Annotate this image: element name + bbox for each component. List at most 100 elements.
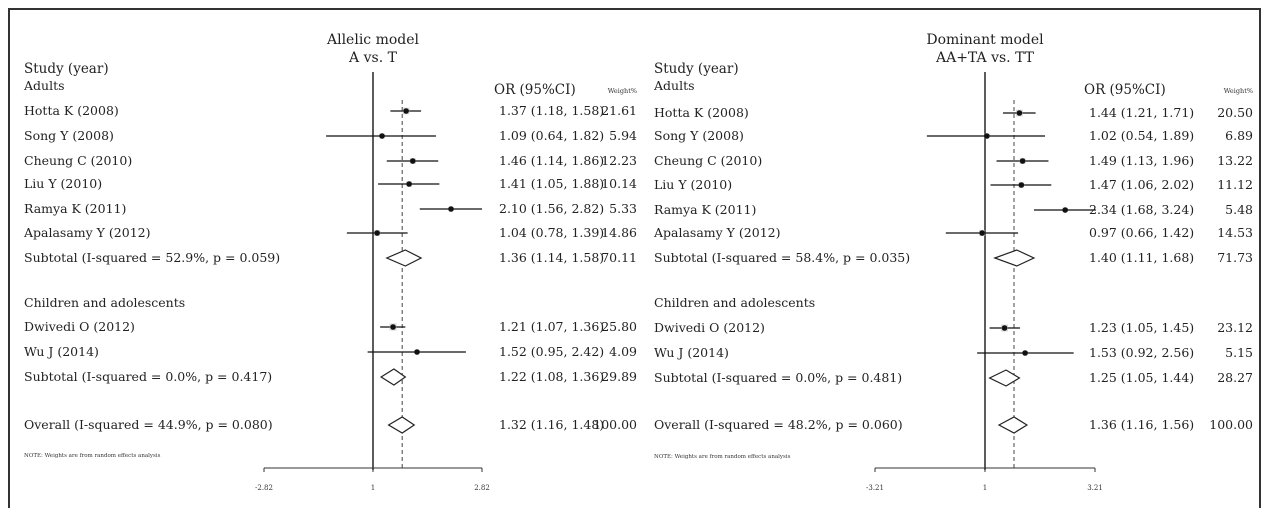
overall-weight: 100.00	[593, 417, 637, 432]
point-estimate	[409, 158, 416, 164]
point-estimate	[1062, 207, 1068, 213]
weight-value: 20.50	[1217, 105, 1253, 120]
study-label: Song Y (2008)	[24, 128, 114, 143]
or-ci-value: 1.49 (1.13, 1.96)	[1089, 153, 1194, 168]
subtotal-label: Subtotal (I-squared = 0.0%, p = 0.417)	[24, 369, 272, 384]
weight-value: 12.23	[601, 153, 637, 168]
group-label: Adults	[23, 78, 65, 93]
weight-value: 5.48	[1225, 202, 1253, 217]
overall-label: Overall (I-squared = 48.2%, p = 0.060)	[654, 417, 903, 432]
subtotal-label: Subtotal (I-squared = 0.0%, p = 0.481)	[654, 370, 902, 385]
study-label: Apalasamy Y (2012)	[23, 225, 150, 240]
study-label: Dwivedi O (2012)	[654, 320, 765, 335]
study-label: Song Y (2008)	[654, 128, 744, 143]
chart-title: Allelic model	[326, 32, 420, 48]
study-label: Cheung C (2010)	[654, 153, 762, 168]
subtotal-diamond	[988, 369, 1021, 387]
point-estimate	[390, 324, 396, 330]
group-label: Children and adolescents	[24, 295, 185, 310]
overall-value: 1.36 (1.16, 1.56)	[1089, 417, 1194, 432]
x-tick-label: 1	[983, 484, 987, 492]
study-label: Dwivedi O (2012)	[24, 319, 135, 334]
weight-value: 10.14	[601, 176, 637, 191]
chart-subtitle: A vs. T	[348, 50, 398, 66]
point-estimate	[1019, 158, 1026, 164]
subtotal-label: Subtotal (I-squared = 58.4%, p = 0.035)	[654, 250, 910, 265]
x-tick-label: 2.82	[474, 484, 490, 492]
or-ci-value: 1.46 (1.14, 1.86)	[499, 153, 604, 168]
study-label: Hotta K (2008)	[654, 105, 749, 120]
weight-value: 11.12	[1217, 177, 1253, 192]
or-ci-value: 0.97 (0.66, 1.42)	[1089, 225, 1194, 240]
column-header-weight: Weight%	[1224, 87, 1253, 95]
overall-diamond	[997, 416, 1029, 434]
weight-value: 6.89	[1225, 128, 1253, 143]
study-label: Liu Y (2010)	[24, 176, 102, 191]
subtotal-label: Subtotal (I-squared = 52.9%, p = 0.059)	[24, 250, 280, 265]
weight-value: 25.80	[601, 319, 637, 334]
subtotal-weight: 71.73	[1217, 250, 1253, 265]
figure-frame	[8, 8, 1261, 508]
point-estimate	[1018, 182, 1025, 188]
or-ci-value: 1.23 (1.05, 1.45)	[1089, 320, 1194, 335]
overall-label: Overall (I-squared = 44.9%, p = 0.080)	[24, 417, 273, 432]
overall-diamond	[387, 416, 416, 434]
or-ci-value: 1.47 (1.06, 2.02)	[1089, 177, 1194, 192]
subtotal-weight: 28.27	[1217, 370, 1253, 385]
point-estimate	[374, 230, 380, 236]
or-ci-value: 1.21 (1.07, 1.36)	[499, 319, 604, 334]
study-label: Apalasamy Y (2012)	[653, 225, 780, 240]
or-ci-value: 2.34 (1.68, 3.24)	[1089, 202, 1194, 217]
point-estimate	[403, 108, 409, 114]
subtotal-value: 1.25 (1.05, 1.44)	[1089, 370, 1194, 385]
column-header-weight: Weight%	[608, 87, 637, 95]
group-label: Children and adolescents	[654, 295, 815, 310]
subtotal-diamond	[379, 368, 407, 386]
study-label: Ramya K (2011)	[654, 202, 756, 217]
overall-weight: 100.00	[1209, 417, 1253, 432]
x-tick-label: 3.21	[1087, 484, 1103, 492]
subtotal-value: 1.40 (1.11, 1.68)	[1089, 250, 1194, 265]
subtotal-weight: 29.89	[601, 369, 637, 384]
subtotal-weight: 70.11	[601, 250, 637, 265]
weight-value: 14.53	[1217, 225, 1253, 240]
weight-value: 21.61	[601, 103, 637, 118]
point-estimate	[448, 206, 454, 212]
study-label: Hotta K (2008)	[24, 103, 119, 118]
or-ci-value: 1.53 (0.92, 2.56)	[1089, 345, 1194, 360]
x-tick-label: -2.82	[255, 484, 273, 492]
chart-subtitle: AA+TA vs. TT	[935, 50, 1035, 66]
study-label: Wu J (2014)	[24, 344, 99, 359]
overall-value: 1.32 (1.16, 1.48)	[499, 417, 604, 432]
or-ci-value: 1.02 (0.54, 1.89)	[1089, 128, 1194, 143]
x-tick-label: 1	[371, 484, 375, 492]
x-tick-label: -3.21	[866, 484, 884, 492]
weight-value: 13.22	[1217, 153, 1253, 168]
footnote: NOTE: Weights are from random effects an…	[24, 453, 161, 459]
or-ci-value: 1.04 (0.78, 1.39)	[499, 225, 604, 240]
subtotal-diamond	[385, 249, 423, 267]
point-estimate	[984, 133, 990, 139]
point-estimate	[1001, 325, 1008, 331]
point-estimate	[1016, 110, 1023, 116]
subtotal-diamond	[993, 249, 1036, 267]
point-estimate	[979, 230, 985, 236]
weight-value: 5.33	[609, 201, 637, 216]
column-header-study: Study (year)	[654, 61, 739, 77]
or-ci-value: 2.10 (1.56, 2.82)	[499, 201, 604, 216]
footnote: NOTE: Weights are from random effects an…	[654, 454, 791, 460]
column-header-or: OR (95%CI)	[494, 82, 576, 98]
or-ci-value: 1.09 (0.64, 1.82)	[499, 128, 604, 143]
study-label: Wu J (2014)	[654, 345, 729, 360]
weight-value: 5.94	[609, 128, 637, 143]
weight-value: 23.12	[1217, 320, 1253, 335]
group-label: Adults	[653, 78, 695, 93]
or-ci-value: 1.52 (0.95, 2.42)	[499, 344, 604, 359]
or-ci-value: 1.41 (1.05, 1.88)	[499, 176, 604, 191]
column-header-study: Study (year)	[24, 61, 109, 77]
or-ci-value: 1.44 (1.21, 1.71)	[1089, 105, 1194, 120]
chart-title: Dominant model	[926, 32, 1044, 48]
or-ci-value: 1.37 (1.18, 1.58)	[499, 103, 604, 118]
weight-value: 4.09	[609, 344, 637, 359]
